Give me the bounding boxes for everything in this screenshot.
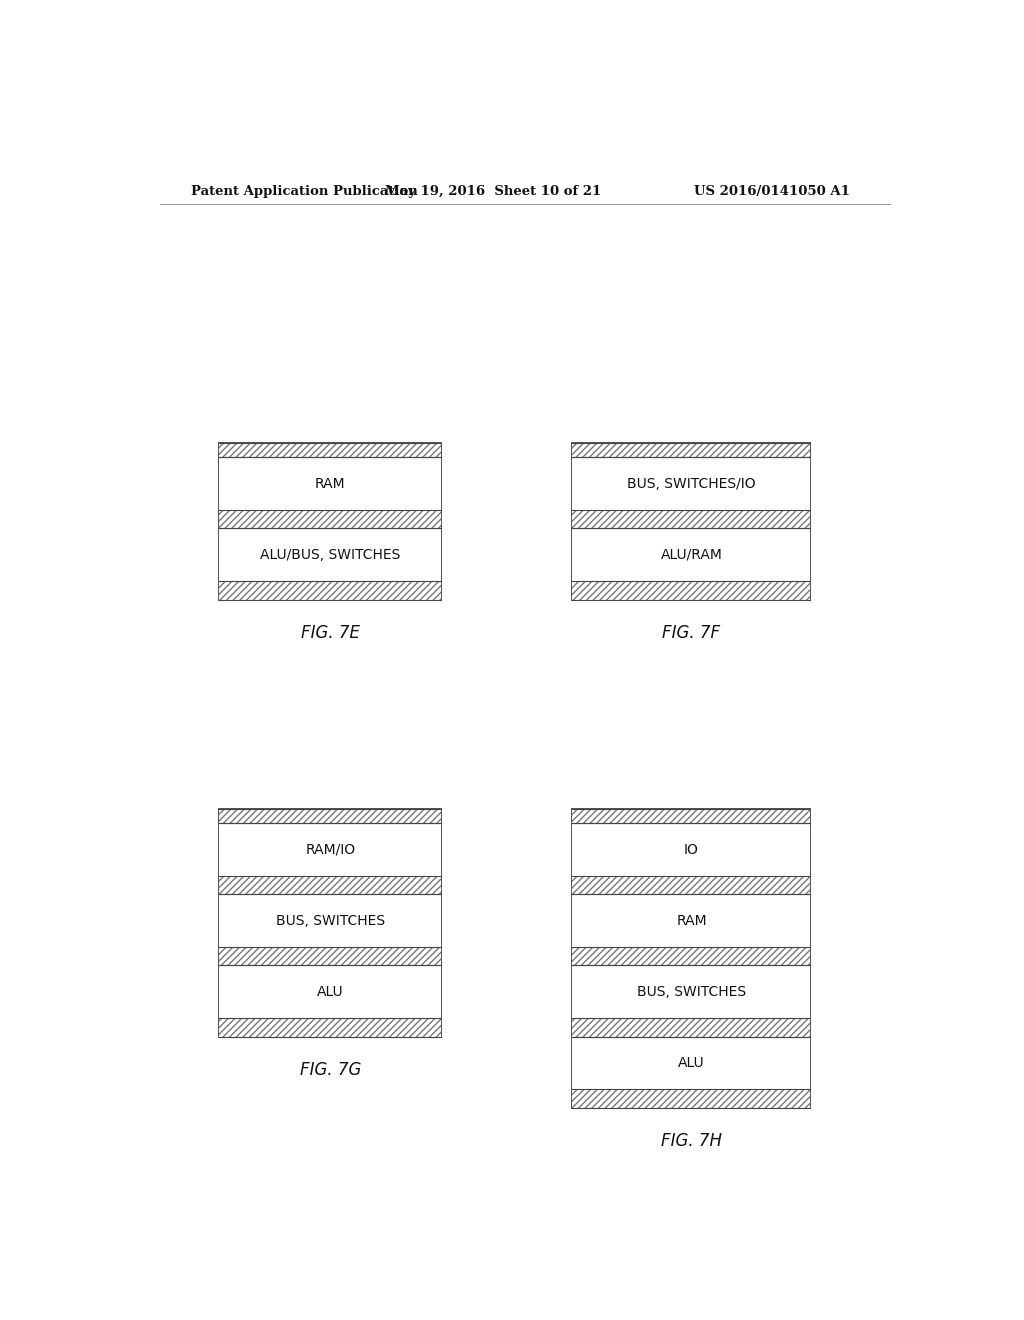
Bar xyxy=(219,510,441,528)
Bar xyxy=(219,876,441,894)
Text: FIG. 7F: FIG. 7F xyxy=(663,624,721,642)
Text: May 19, 2016  Sheet 10 of 21: May 19, 2016 Sheet 10 of 21 xyxy=(385,185,601,198)
Bar xyxy=(219,581,441,599)
Bar xyxy=(572,581,810,599)
Bar xyxy=(572,1018,810,1036)
Text: FIG. 7G: FIG. 7G xyxy=(300,1061,361,1080)
Text: BUS, SWITCHES: BUS, SWITCHES xyxy=(275,913,385,928)
Bar xyxy=(219,457,441,510)
Bar xyxy=(572,528,810,581)
Text: BUS, SWITCHES/IO: BUS, SWITCHES/IO xyxy=(627,477,756,491)
Bar xyxy=(572,1036,810,1089)
Text: RAM: RAM xyxy=(676,913,707,928)
Text: RAM/IO: RAM/IO xyxy=(305,842,355,857)
Bar xyxy=(219,948,441,965)
Bar xyxy=(572,457,810,510)
Bar xyxy=(572,824,810,876)
Bar xyxy=(219,444,441,457)
Bar xyxy=(219,965,441,1018)
Text: ALU/RAM: ALU/RAM xyxy=(660,548,722,562)
Bar xyxy=(572,1089,810,1107)
Text: RAM: RAM xyxy=(315,477,346,491)
Bar xyxy=(572,444,810,457)
Bar xyxy=(219,1018,441,1036)
Bar xyxy=(572,444,810,599)
Bar xyxy=(219,809,441,1036)
Bar xyxy=(572,510,810,528)
Bar xyxy=(219,528,441,581)
Bar xyxy=(572,965,810,1018)
Bar xyxy=(572,948,810,965)
Text: FIG. 7H: FIG. 7H xyxy=(660,1133,722,1150)
Text: ALU/BUS, SWITCHES: ALU/BUS, SWITCHES xyxy=(260,548,400,562)
Bar xyxy=(219,824,441,876)
Text: FIG. 7E: FIG. 7E xyxy=(301,624,359,642)
Text: IO: IO xyxy=(684,842,699,857)
Bar xyxy=(219,809,441,824)
Bar xyxy=(572,876,810,894)
Text: US 2016/0141050 A1: US 2016/0141050 A1 xyxy=(694,185,850,198)
Bar xyxy=(219,444,441,599)
Text: ALU: ALU xyxy=(678,1056,705,1071)
Bar xyxy=(572,809,810,824)
Bar xyxy=(572,809,810,1107)
Bar xyxy=(219,894,441,948)
Text: Patent Application Publication: Patent Application Publication xyxy=(191,185,418,198)
Bar xyxy=(572,894,810,948)
Text: ALU: ALU xyxy=(317,985,344,999)
Text: BUS, SWITCHES: BUS, SWITCHES xyxy=(637,985,746,999)
